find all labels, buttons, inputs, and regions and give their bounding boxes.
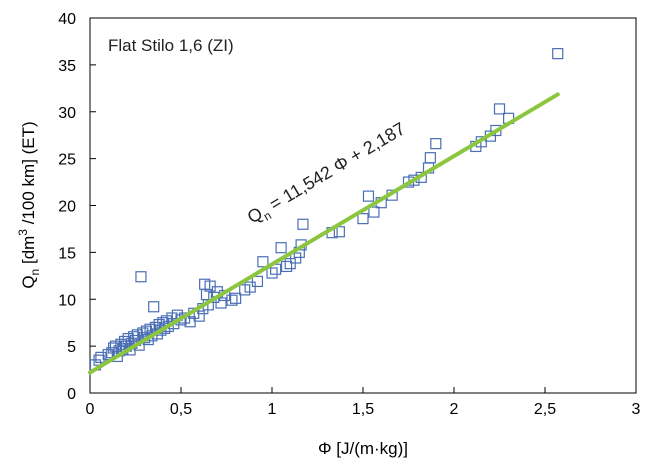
data-point <box>244 281 256 293</box>
data-point <box>424 152 436 164</box>
ylabel-base: Q <box>19 275 38 288</box>
y-tick-label: 25 <box>58 152 76 169</box>
data-point <box>368 206 380 218</box>
y-tick-label: 15 <box>58 245 76 262</box>
data-point <box>184 316 196 328</box>
ylabel-rest: /100 km] (ET) <box>19 121 38 229</box>
plot-area <box>89 17 637 394</box>
ylabel-superscript: 3 <box>16 229 30 236</box>
x-tick-label: 0 <box>86 401 95 418</box>
y-axis-label: Qn [dm3 /100 km] (ET) <box>16 121 42 288</box>
data-point <box>257 256 269 268</box>
data-point <box>408 174 420 186</box>
x-axis-label: Φ [J/(m·kg)] <box>318 439 408 458</box>
y-tick-label: 10 <box>58 292 76 309</box>
data-point <box>215 297 227 309</box>
data-point <box>135 271 147 283</box>
y-tick-labels: 0 5 10 15 20 25 30 35 40 <box>58 11 76 403</box>
y-tick-label: 40 <box>58 11 76 28</box>
data-point <box>552 48 564 60</box>
data-point <box>251 275 264 288</box>
data-point <box>275 242 287 254</box>
x-tick-label: 3 <box>632 401 641 418</box>
data-point <box>95 351 107 363</box>
ylabel-unit: [dm <box>19 236 38 269</box>
axis-ticks <box>89 17 637 394</box>
data-point <box>493 103 506 115</box>
y-tick-label: 5 <box>67 339 76 356</box>
data-points <box>89 48 564 371</box>
data-point <box>333 226 345 238</box>
data-point <box>290 252 302 264</box>
trend-line <box>88 92 560 375</box>
y-tick-label: 30 <box>58 105 76 122</box>
data-point <box>226 294 238 306</box>
x-tick-label: 2 <box>450 401 459 418</box>
y-tick-label: 0 <box>67 386 76 403</box>
data-point <box>280 260 293 273</box>
x-tick-label: 2,5 <box>534 401 556 418</box>
data-point <box>193 310 205 322</box>
x-tick-label: 1,5 <box>352 401 374 418</box>
data-point <box>430 138 442 150</box>
data-point <box>204 280 216 292</box>
data-point <box>362 190 375 202</box>
y-tick-label: 20 <box>58 199 76 216</box>
y-tick-label: 35 <box>58 58 76 75</box>
data-point <box>148 301 160 313</box>
data-point <box>266 267 278 279</box>
ylabel-subscript: n <box>28 269 42 276</box>
x-tick-labels: 0 0,5 1 1,5 2 2,5 3 <box>86 401 641 418</box>
x-tick-label: 0,5 <box>170 401 192 418</box>
data-point <box>297 218 309 230</box>
chart-annotation: Flat Stilo 1,6 (ZI) <box>108 36 234 55</box>
data-point <box>357 213 369 225</box>
x-tick-label: 1 <box>268 401 277 418</box>
data-point <box>230 292 242 304</box>
